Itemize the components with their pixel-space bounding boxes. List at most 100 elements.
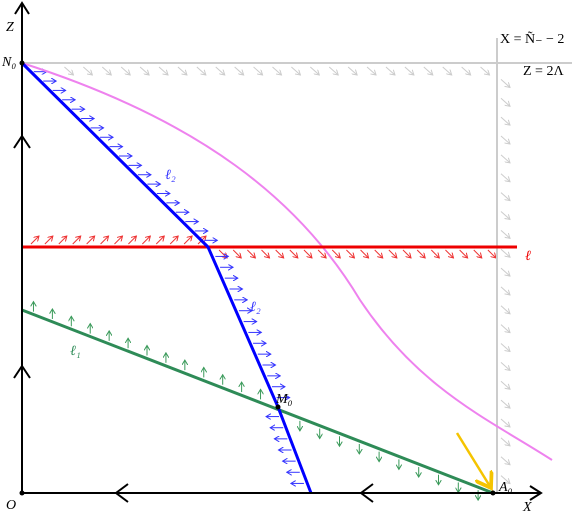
l1-label: ℓ₁ [70, 344, 81, 359]
hatch-arrow [500, 116, 510, 125]
hatch-arrow [500, 173, 510, 182]
n0-label: N₀ [1, 55, 16, 70]
hatch-arrow [120, 66, 130, 75]
hatch-arrow [331, 249, 340, 258]
x-flow-arrows [114, 483, 374, 503]
hatch-arrow [346, 249, 354, 258]
hatch-arrow [272, 66, 282, 75]
hatch-arrow [347, 66, 357, 75]
hatch-arrow [500, 211, 510, 219]
z-axis-head [14, 1, 30, 15]
hatch-arrow [44, 236, 53, 245]
hatch-arrow [500, 343, 510, 352]
point-a0 [490, 490, 496, 496]
x-axis-label: X [522, 500, 532, 515]
hatch-arrow [500, 192, 510, 201]
hatch-arrow [128, 236, 136, 245]
line-l1 [21, 308, 494, 495]
m0-label: M₀ [275, 392, 293, 407]
l-label: ℓ [525, 249, 531, 264]
hatch-arrow [360, 249, 369, 258]
line-l2 [20, 61, 313, 494]
hatch-arrow [183, 236, 192, 245]
hatch-arrow [253, 66, 263, 75]
hatch-arrow [155, 236, 164, 245]
hatch-arrow [215, 66, 225, 75]
hatch-arrow [500, 324, 510, 333]
hatch-arrow [500, 97, 510, 106]
hatch-arrow [291, 66, 300, 75]
hatch-arrow [86, 236, 95, 245]
hatch-arrow [500, 475, 510, 484]
origin-label: O [6, 498, 16, 513]
hatch-arrow [374, 249, 383, 258]
pink-curve [21, 62, 553, 461]
hatch-arrow [480, 66, 490, 75]
hatch-arrow [234, 66, 244, 75]
hatch-arrow [303, 249, 312, 258]
hatch-arrow [423, 66, 433, 75]
hatch-arrow [328, 66, 338, 75]
hatch-arrow [500, 79, 510, 87]
hatch-arrow [500, 229, 510, 238]
hatch-arrow [101, 66, 111, 75]
hatch-arrow [500, 135, 510, 144]
hatch-arrow [500, 399, 510, 408]
hatch-arrow [500, 248, 510, 257]
hatch-arrow [317, 249, 326, 258]
hatch-arrow [500, 267, 510, 276]
hatch-arrow [141, 236, 150, 245]
a0-label: A₀ [498, 480, 513, 495]
hatch-arrow [232, 249, 241, 258]
hatch-arrow [473, 249, 482, 258]
hatch-arrow [500, 380, 510, 389]
hatch-arrow [275, 249, 284, 258]
point-m0 [275, 404, 281, 410]
point-n0 [19, 60, 25, 66]
hatch-arrow [30, 236, 39, 245]
hatch-arrow [500, 418, 510, 427]
hatch-arrow [177, 66, 187, 75]
hatch-arrow [139, 66, 149, 75]
hatch-arrow [114, 236, 123, 245]
hatch-arrow [487, 249, 496, 258]
hatch-arrow [388, 249, 397, 258]
hatch-arrow [416, 249, 425, 258]
hatch-arrow [58, 236, 67, 245]
hatch-arrow [309, 66, 319, 75]
point-origin [19, 490, 25, 496]
z-flow-arrows [13, 134, 31, 379]
hatch-arrow [261, 249, 270, 258]
hatch-arrow [196, 66, 206, 75]
x-axis-head [529, 485, 543, 501]
hatch-arrow [500, 154, 510, 163]
horizontal-line-label: Z = 2Λ [523, 64, 564, 79]
z-axis-label: Z [6, 20, 14, 35]
hatch-arrow [442, 66, 452, 75]
hatch-arrow [404, 66, 414, 75]
vertical-line-label: X = Ñ₋ − 2 [500, 31, 564, 47]
hatch-arrow [100, 236, 109, 245]
l2-upper-label: ℓ₂ [165, 168, 176, 183]
hatch-arrow [500, 286, 510, 295]
hatch-arrow [72, 236, 81, 245]
hatches [30, 66, 510, 500]
hatch-arrow [64, 66, 73, 75]
hatch-arrow [500, 437, 510, 446]
hatch-arrow [445, 249, 453, 258]
hatch-arrow [430, 249, 439, 258]
hatch-arrow [500, 456, 510, 465]
hatch-arrow [83, 66, 92, 75]
hatch-arrow [385, 66, 395, 75]
hatch-arrow [158, 66, 168, 75]
hatch-arrow [459, 249, 468, 258]
yellow-arrow [455, 432, 491, 488]
hatch-arrow [366, 66, 376, 75]
hatch-arrow [247, 249, 255, 258]
hatch-arrow [289, 249, 298, 258]
hatch-arrow [169, 236, 178, 245]
hatch-arrow [500, 305, 510, 314]
hatch-arrow [461, 66, 471, 75]
hatch-arrow [500, 362, 510, 370]
